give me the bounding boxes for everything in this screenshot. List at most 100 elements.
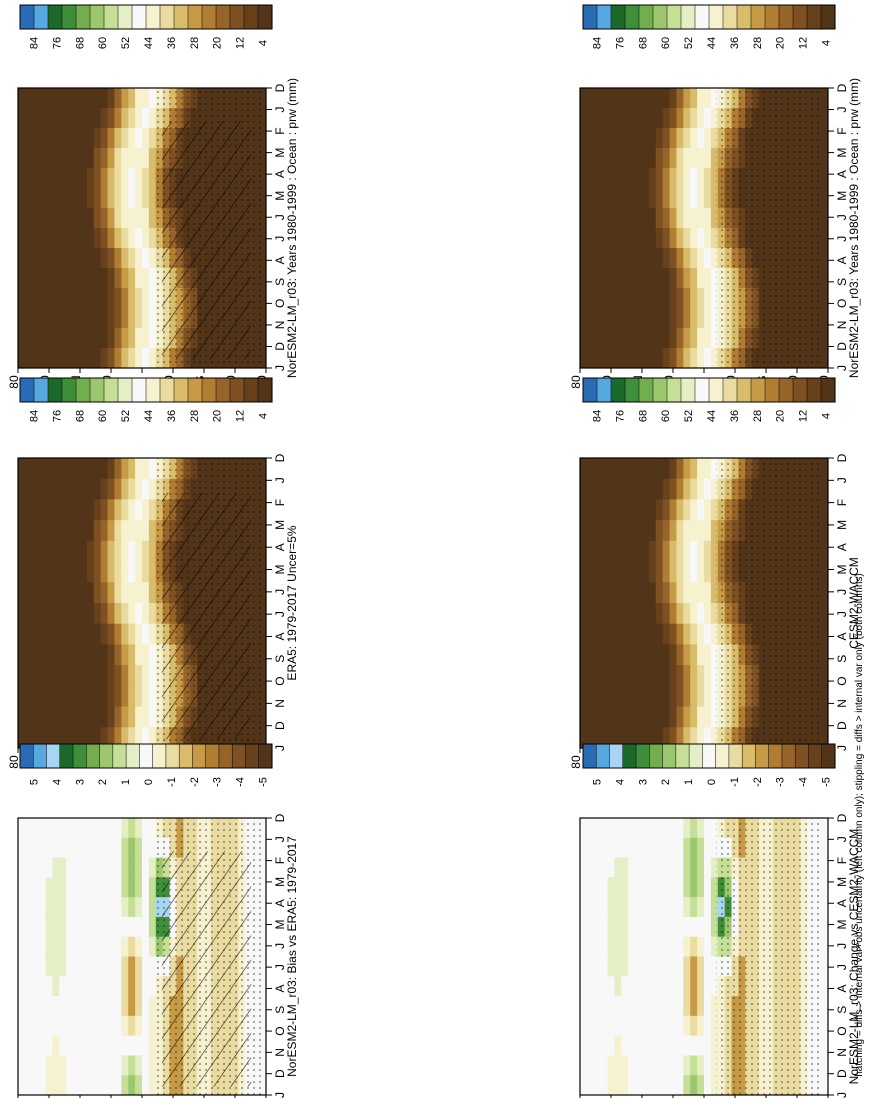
heatmap-cell [607, 936, 615, 957]
heatmap-cell [59, 857, 67, 878]
heatmap-cell [655, 877, 664, 898]
heatmap-cell [710, 857, 719, 878]
heatmap-cell [52, 128, 60, 149]
heatmap-cell [128, 268, 136, 289]
heatmap-cell [697, 308, 705, 329]
month-tick-label: J [273, 745, 287, 751]
heatmap-cell [100, 706, 108, 728]
heatmap-cell [148, 936, 157, 957]
heatmap-cell [135, 685, 143, 707]
heatmap-cell [100, 644, 108, 666]
heatmap-cell [259, 857, 267, 878]
heatmap-cell [642, 458, 650, 480]
heatmap-cell [648, 665, 657, 687]
heatmap-cell [621, 540, 629, 562]
heatmap-cell [580, 499, 588, 521]
heatmap-cell [128, 1015, 136, 1037]
heatmap-cell [259, 877, 267, 898]
heatmap-cell [114, 837, 122, 858]
heatmap-cell [669, 128, 677, 149]
heatmap-cell [100, 623, 108, 645]
heatmap-cell [614, 540, 622, 562]
heatmap-cell [142, 348, 150, 369]
heatmap-cell [648, 328, 657, 349]
heatmap-cell [614, 956, 622, 977]
heatmap-cell [710, 1055, 719, 1076]
heatmap-cell [690, 88, 698, 109]
heatmap-cell [704, 540, 712, 562]
colorbar-frame [19, 743, 273, 769]
heatmap-cell [600, 288, 608, 309]
heatmap-cell [52, 248, 60, 269]
heatmap-cell [586, 582, 595, 604]
colorbar-swatch [75, 377, 91, 403]
heatmap-cell [580, 897, 588, 918]
heatmap-cell [821, 478, 829, 500]
heatmap-cell [697, 685, 705, 707]
colorbar-swatch [808, 743, 823, 769]
heatmap-cell [114, 458, 122, 480]
heatmap-cell [683, 328, 691, 349]
heatmap-cell [635, 248, 643, 269]
heatmap-cell [66, 956, 74, 977]
heatmap-cell [690, 1015, 698, 1037]
heatmap-cell [142, 168, 150, 189]
heatmap-cell [635, 877, 643, 898]
heatmap-cell [121, 328, 129, 349]
heatmap-cell [80, 603, 88, 625]
heatmap-cell [662, 228, 670, 249]
heatmap-cell [80, 108, 88, 129]
heatmap-cell [648, 996, 657, 1017]
heatmap-cell [635, 976, 643, 997]
heatmap-cell [142, 520, 150, 542]
heatmap-cell [580, 208, 588, 229]
heatmap-cell [259, 1055, 267, 1076]
heatmap-cell [80, 248, 88, 269]
heatmap-cell [821, 520, 829, 542]
heatmap-cell [648, 208, 657, 229]
heatmap-cell [38, 1015, 46, 1037]
heatmap-cell [600, 976, 608, 997]
colorbar-swatch [702, 743, 717, 769]
heatmap-cell [586, 685, 595, 707]
heatmap-cell [648, 837, 657, 858]
heatmap-cell [93, 644, 102, 666]
heatmap-cell [31, 168, 40, 189]
heatmap-cell [662, 996, 670, 1017]
heatmap-cell [607, 644, 615, 666]
heatmap-cell [52, 623, 60, 645]
heatmap-cell [607, 248, 615, 269]
heatmap-cell [710, 644, 719, 666]
heatmap-cell [704, 561, 712, 583]
heatmap-cell [66, 877, 74, 898]
heatmap-cell [148, 1075, 157, 1096]
heatmap-cell [66, 268, 74, 289]
heatmap-cell [710, 727, 719, 749]
heatmap-cell [676, 268, 684, 289]
heatmap-cell [600, 857, 608, 878]
heatmap-cell [607, 1075, 615, 1096]
heatmap-cell [586, 561, 595, 583]
heatmap-cell [121, 228, 129, 249]
heatmap-cell [710, 458, 719, 480]
heatmap-cell [690, 478, 698, 500]
heatmap-cell [45, 108, 53, 129]
heatmap-cell [586, 1015, 595, 1037]
heatmap-cell [114, 623, 122, 645]
month-tick-label: D [835, 342, 849, 351]
heatmap-cell [259, 188, 267, 209]
month-tick-label: A [835, 170, 849, 178]
heatmap-cell [86, 208, 95, 229]
heatmap-cell [655, 996, 664, 1017]
heatmap-cell [662, 897, 670, 918]
heatmap-cell [107, 348, 115, 369]
heatmap-cell [86, 478, 95, 500]
heatmap-cell [148, 706, 157, 728]
heatmap-cell [704, 603, 712, 625]
heatmap-cell [80, 88, 88, 109]
heatmap-cell [52, 88, 60, 109]
colorbar-swatch [666, 4, 682, 30]
heatmap-cell [31, 1055, 40, 1076]
heatmap-cell [669, 288, 677, 309]
